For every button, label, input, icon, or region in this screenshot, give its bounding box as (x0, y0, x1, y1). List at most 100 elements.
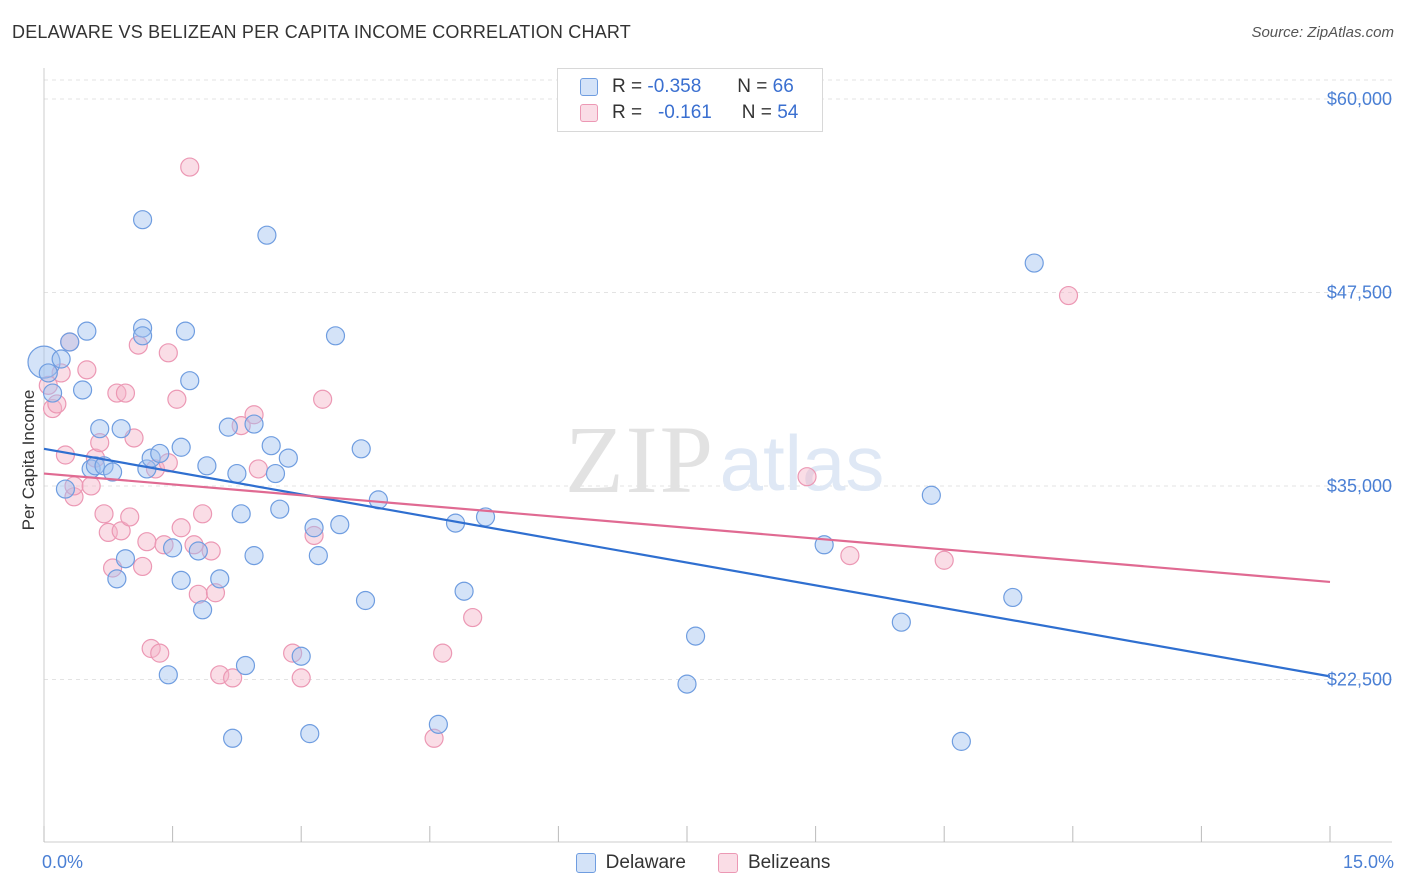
point-delaware (1024, 253, 1044, 273)
y-tick-label: $22,500 (1327, 669, 1392, 689)
point-delaware (180, 371, 200, 391)
point-belizeans (115, 383, 136, 403)
point-belizeans (304, 525, 324, 546)
point-delaware (227, 463, 247, 484)
point-belizeans (463, 607, 483, 628)
point-belizeans (171, 518, 191, 538)
point-delaware (300, 724, 320, 744)
point-delaware (77, 321, 97, 341)
point-delaware (677, 674, 697, 694)
y-tick-label: $35,000 (1327, 476, 1392, 496)
point-delaware (291, 646, 311, 666)
point-delaware (454, 581, 474, 601)
point-belizeans (141, 638, 161, 659)
point-delaware (197, 456, 217, 476)
y-tick-labels: $22,500 $35,000 $47,500 $60,000 (1327, 89, 1392, 690)
point-delaware (265, 463, 286, 484)
point-delaware (428, 714, 448, 734)
x-tick-label-max: 15.0% (1342, 852, 1394, 872)
legend-item-delaware: Delaware (575, 852, 686, 874)
point-delaware (163, 538, 183, 558)
n-label: N = (737, 76, 768, 97)
point-belizeans (167, 389, 187, 409)
point-delaware (355, 590, 376, 611)
point-delaware (111, 419, 131, 439)
point-delaware (330, 515, 350, 535)
point-delaware (244, 546, 264, 566)
point-delaware (270, 499, 290, 519)
point-belizeans (1058, 285, 1079, 306)
y-axis-label: Per Capita Income (19, 389, 38, 531)
point-delaware (1003, 587, 1023, 608)
point-belizeans (47, 394, 67, 414)
n-label: N = (741, 102, 772, 123)
watermark: ZIP atlas (565, 406, 884, 513)
y-tick-label: $60,000 (1327, 89, 1392, 109)
point-delaware (244, 414, 264, 434)
stats-legend-row-delaware: R = -0.358 N = 66 (580, 75, 794, 99)
point-belizeans (150, 643, 170, 663)
point-delaware (132, 210, 153, 230)
point-delaware (55, 479, 76, 499)
point-delaware (891, 612, 911, 632)
point-delaware (132, 318, 153, 338)
point-delaware (115, 549, 136, 569)
legend-swatch-delaware (580, 78, 598, 96)
legend-label-delaware: Delaware (605, 852, 686, 873)
point-delaware (685, 626, 706, 646)
point-delaware (921, 485, 941, 505)
legend-swatch-delaware (575, 853, 596, 873)
point-belizeans (433, 643, 453, 663)
point-delaware (102, 462, 123, 482)
point-delaware (210, 569, 230, 589)
point-delaware (351, 439, 371, 459)
y-tick-label: $47,500 (1327, 282, 1392, 302)
point-delaware (171, 570, 191, 590)
point-delaware (27, 345, 61, 379)
watermark-zip: ZIP (565, 406, 715, 513)
series-belizeans-points (38, 157, 1079, 748)
point-delaware (90, 419, 110, 439)
point-belizeans (797, 467, 817, 487)
r-label: R = (612, 102, 643, 123)
point-belizeans (291, 668, 311, 688)
point-belizeans (313, 389, 333, 409)
trendline-delaware (43, 447, 1331, 678)
point-delaware (304, 518, 324, 538)
point-belizeans (132, 556, 153, 577)
point-delaware (235, 655, 256, 676)
source-label: Source: ZipAtlas.com (1251, 24, 1394, 41)
trend-lines (43, 447, 1331, 678)
r-value: -0.358 (647, 76, 702, 97)
point-delaware (278, 448, 298, 468)
point-delaware (325, 326, 346, 346)
point-belizeans (120, 507, 140, 527)
r-label: R = (612, 76, 643, 97)
legend-item-belizeans: Belizeans (717, 852, 831, 874)
point-delaware (42, 383, 63, 403)
point-belizeans (124, 428, 144, 448)
n-value: 66 (772, 76, 794, 97)
watermark-atlas: atlas (720, 419, 885, 507)
point-belizeans (81, 476, 101, 496)
point-delaware (223, 728, 243, 748)
r-value: -0.161 (657, 102, 712, 123)
series-delaware-points (27, 210, 1044, 751)
point-belizeans (180, 157, 200, 177)
point-belizeans (158, 343, 178, 363)
point-belizeans (840, 546, 860, 566)
point-delaware (218, 417, 238, 437)
point-delaware (72, 380, 93, 400)
point-belizeans (934, 550, 954, 570)
point-delaware (261, 436, 281, 456)
point-delaware (951, 731, 971, 751)
point-delaware (158, 665, 178, 685)
point-delaware (188, 541, 208, 561)
grid-lines (44, 79, 1392, 680)
point-delaware (231, 504, 251, 524)
point-belizeans (193, 504, 213, 524)
point-belizeans (77, 360, 97, 380)
point-belizeans (90, 433, 110, 453)
legend-label-belizeans: Belizeans (747, 852, 831, 873)
